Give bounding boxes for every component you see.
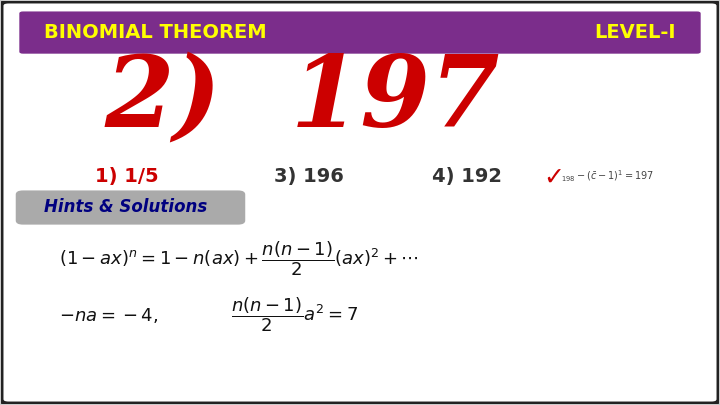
- Text: $(1 - ax)^n = 1 - n(ax) + \dfrac{n(n-1)}{2}(ax)^2 + \cdots$: $(1 - ax)^n = 1 - n(ax) + \dfrac{n(n-1)}…: [59, 239, 419, 278]
- FancyBboxPatch shape: [19, 11, 701, 54]
- Text: $_{198}-({\bar{c}}-1)^1=197$: $_{198}-({\bar{c}}-1)^1=197$: [561, 168, 654, 184]
- Text: 4) 192: 4) 192: [432, 167, 502, 186]
- Text: BINOMIAL THEOREM: BINOMIAL THEOREM: [45, 23, 267, 42]
- Text: $\dfrac{n(n-1)}{2}a^2 = 7$: $\dfrac{n(n-1)}{2}a^2 = 7$: [231, 296, 358, 335]
- Text: 2)  197: 2) 197: [105, 52, 500, 148]
- FancyBboxPatch shape: [16, 190, 246, 225]
- Text: 3) 196: 3) 196: [274, 167, 344, 186]
- Text: 1) 1/5: 1) 1/5: [94, 167, 158, 186]
- Text: Hints & Solutions: Hints & Solutions: [45, 198, 207, 216]
- Text: LEVEL-I: LEVEL-I: [594, 23, 675, 42]
- Text: $-na = -4,$: $-na = -4,$: [59, 306, 158, 325]
- Text: $\checkmark$: $\checkmark$: [543, 164, 562, 188]
